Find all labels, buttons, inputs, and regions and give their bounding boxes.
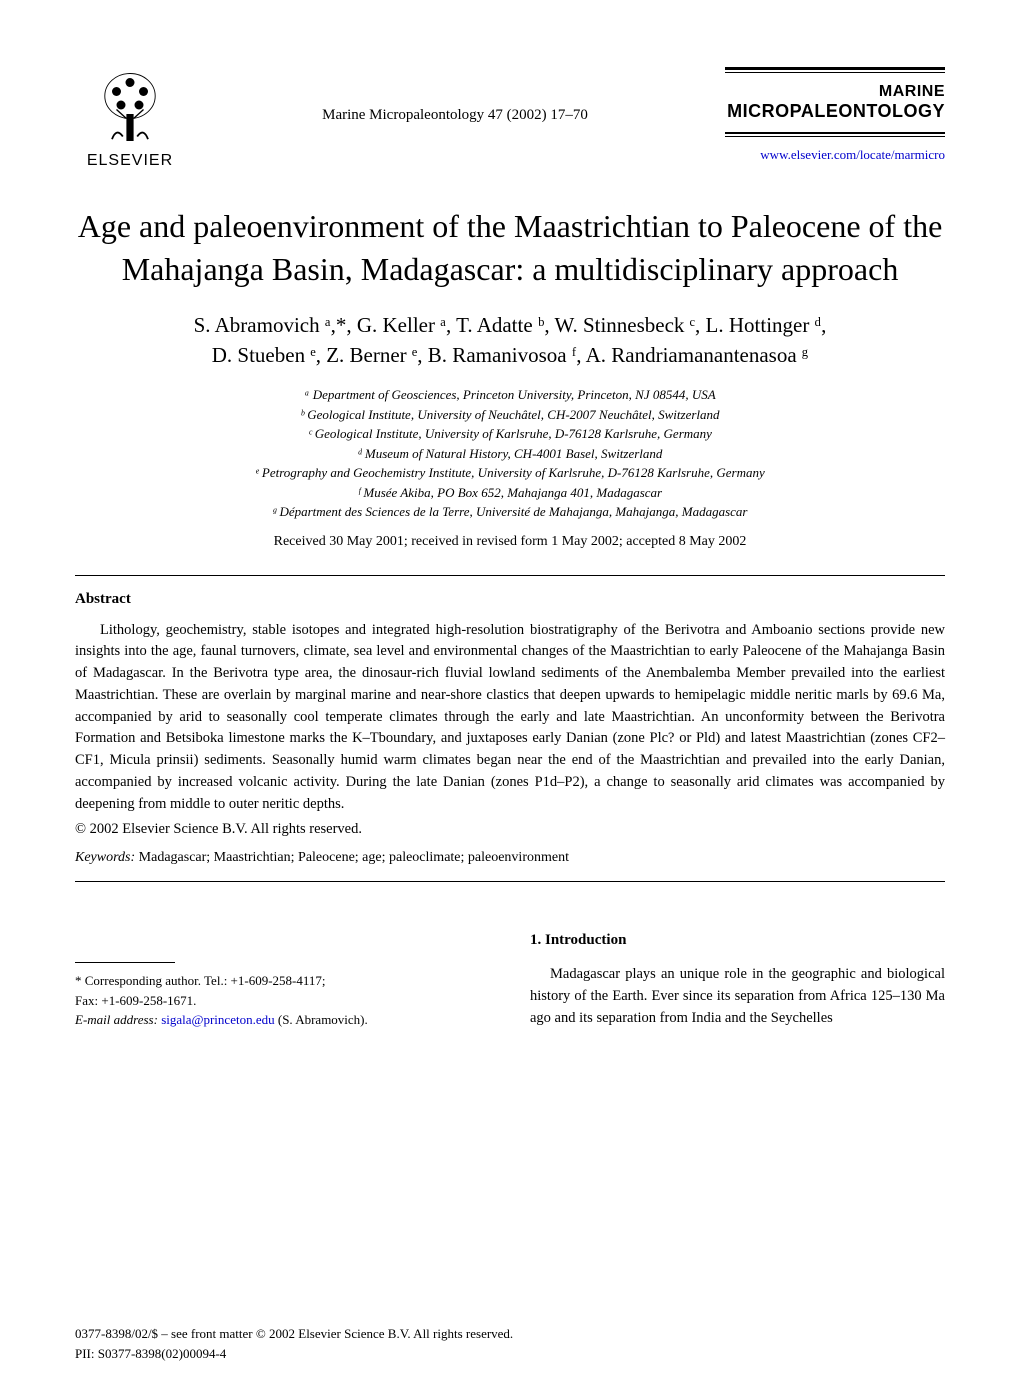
affiliation-e: ᵉ Petrography and Geochemistry Institute… (75, 463, 945, 483)
journal-reference: Marine Micropaleontology 47 (2002) 17–70 (322, 107, 588, 124)
received-dates: Received 30 May 2001; received in revise… (75, 534, 945, 550)
publisher-logo: ELSEVIER (75, 60, 185, 170)
abstract-text: Lithology, geochemistry, stable isotopes… (75, 620, 945, 816)
email-footnote: E-mail address: sigala@princeton.edu (S.… (75, 1010, 490, 1030)
copyright: © 2002 Elsevier Science B.V. All rights … (75, 821, 945, 838)
brand-title-2: MICROPALEONTOLOGY (725, 101, 945, 122)
email-label: E-mail address: (75, 1012, 158, 1027)
brand-title-1: MARINE (725, 83, 945, 101)
footer-line-2: PII: S0377-8398(02)00094-4 (75, 1344, 513, 1364)
publisher-name: ELSEVIER (87, 152, 173, 170)
website-link[interactable]: www.elsevier.com/locate/marmicro (725, 147, 945, 163)
footnote-separator (75, 962, 175, 963)
authors-line-1: S. Abramovich ᵃ,*, G. Keller ᵃ, T. Adatt… (75, 311, 945, 340)
divider (75, 881, 945, 882)
footer-line-1: 0377-8398/02/$ – see front matter © 2002… (75, 1324, 513, 1344)
abstract-heading: Abstract (75, 591, 945, 608)
authors: S. Abramovich ᵃ,*, G. Keller ᵃ, T. Adatt… (75, 311, 945, 370)
keywords: Keywords: Madagascar; Maastrichtian; Pal… (75, 850, 945, 866)
bottom-columns: * Corresponding author. Tel.: +1-609-258… (75, 932, 945, 1030)
journal-brand: MARINE MICROPALEONTOLOGY www.elsevier.co… (725, 67, 945, 163)
affiliation-g: ᵍ Départment des Sciences de la Terre, U… (75, 502, 945, 522)
affiliation-f: ᶠ Musée Akiba, PO Box 652, Mahajanga 401… (75, 483, 945, 503)
authors-line-2: D. Stueben ᵉ, Z. Berner ᵉ, B. Ramanivoso… (75, 341, 945, 370)
header-row: ELSEVIER Marine Micropaleontology 47 (20… (75, 60, 945, 170)
email-name: (S. Abramovich). (275, 1012, 368, 1027)
affiliation-b: ᵇ Geological Institute, University of Ne… (75, 405, 945, 425)
footer: 0377-8398/02/$ – see front matter © 2002… (75, 1324, 513, 1363)
affiliation-c: ᶜ Geological Institute, University of Ka… (75, 424, 945, 444)
left-column: * Corresponding author. Tel.: +1-609-258… (75, 932, 490, 1030)
email-link[interactable]: sigala@princeton.edu (161, 1012, 274, 1027)
corresponding-author: * Corresponding author. Tel.: +1-609-258… (75, 971, 490, 991)
affiliation-d: ᵈ Museum of Natural History, CH-4001 Bas… (75, 444, 945, 464)
keywords-text: Madagascar; Maastrichtian; Paleocene; ag… (135, 850, 569, 865)
divider (75, 575, 945, 576)
affiliations: ᵃ Department of Geosciences, Princeton U… (75, 385, 945, 522)
keywords-label: Keywords: (75, 850, 135, 865)
right-column: 1. Introduction Madagascar plays an uniq… (530, 932, 945, 1030)
elsevier-tree-icon (85, 60, 175, 150)
intro-text: Madagascar plays an unique role in the g… (530, 964, 945, 1029)
intro-heading: 1. Introduction (530, 932, 945, 949)
fax: Fax: +1-609-258-1671. (75, 991, 490, 1011)
article-title: Age and paleoenvironment of the Maastric… (75, 205, 945, 291)
affiliation-a: ᵃ Department of Geosciences, Princeton U… (75, 385, 945, 405)
